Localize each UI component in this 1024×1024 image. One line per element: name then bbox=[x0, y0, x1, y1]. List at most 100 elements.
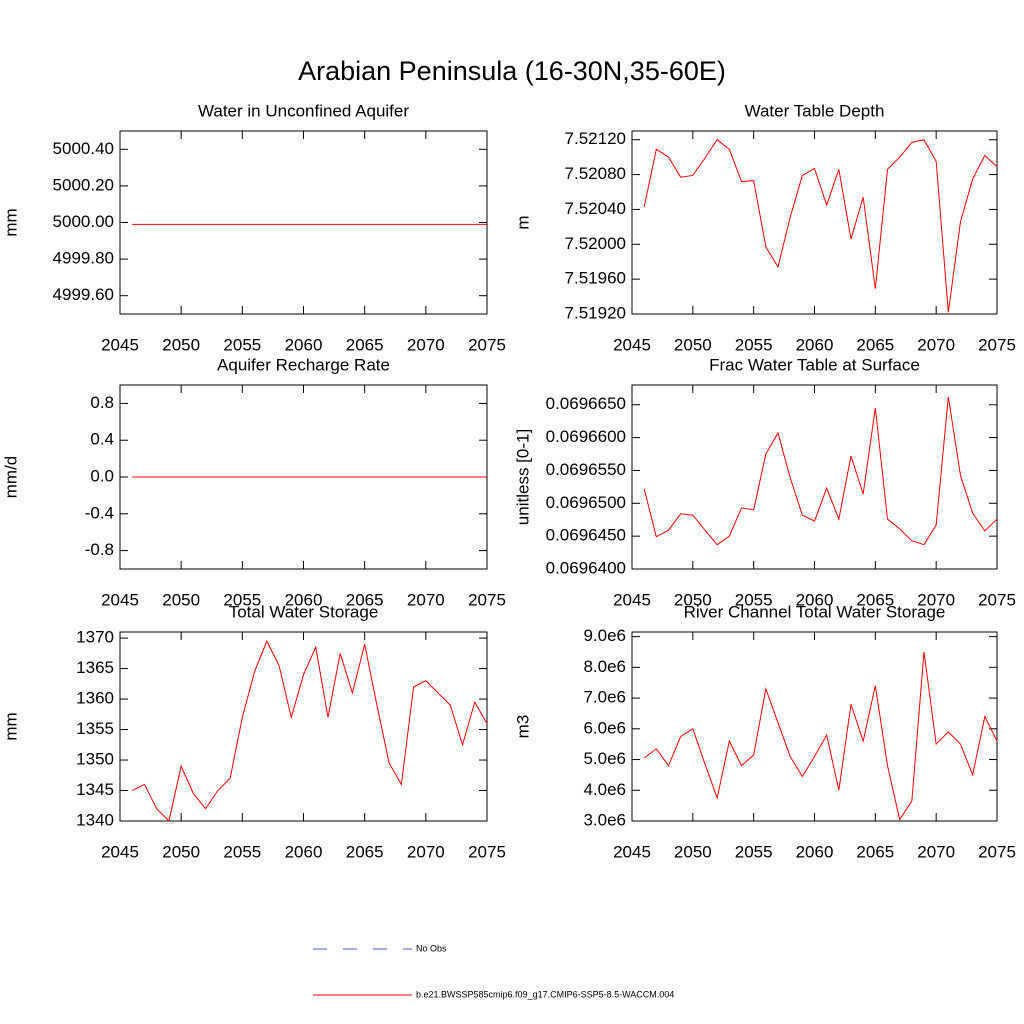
plot-frame bbox=[631, 384, 998, 570]
x-tick-label: 2045 bbox=[101, 590, 139, 609]
x-tick-label: 2065 bbox=[856, 842, 894, 861]
y-tick-label: 7.52080 bbox=[565, 164, 626, 183]
x-tick-label: 2075 bbox=[978, 842, 1016, 861]
x-tick-label: 2055 bbox=[735, 842, 773, 861]
y-tick-label: 0.0 bbox=[90, 466, 114, 485]
y-tick-label: 0.0696500 bbox=[546, 493, 626, 512]
legend-label: b.e21.BWSSP585cmip6.f09_g17.CMIP6-SSP5-8… bbox=[416, 989, 674, 999]
data-line bbox=[643, 138, 998, 313]
x-tick-label: 2075 bbox=[978, 335, 1016, 354]
y-tick-label: -0.4 bbox=[85, 503, 114, 522]
y-tick-label: 0.4 bbox=[90, 430, 114, 449]
x-tick-label: 2055 bbox=[223, 842, 261, 861]
x-tick-label: 2060 bbox=[285, 335, 323, 354]
x-tick-label: 2070 bbox=[917, 842, 955, 861]
y-tick-label: 7.52000 bbox=[565, 234, 626, 253]
y-tick-label: 1345 bbox=[76, 780, 114, 799]
figure-title: Arabian Peninsula (16-30N,35-60E) bbox=[298, 56, 726, 86]
x-tick-label: 2070 bbox=[407, 590, 445, 609]
legend-label: No Obs bbox=[416, 943, 447, 953]
y-tick-label: 1360 bbox=[76, 689, 114, 708]
x-tick-label: 2070 bbox=[407, 335, 445, 354]
y-tick-label: 7.51960 bbox=[565, 269, 626, 288]
x-tick-label: 2075 bbox=[978, 590, 1016, 609]
y-tick-label: -0.8 bbox=[85, 540, 114, 559]
y-tick-label: 0.0696550 bbox=[546, 460, 626, 479]
x-tick-label: 2060 bbox=[285, 842, 323, 861]
y-tick-label: 0.0696650 bbox=[546, 394, 626, 413]
data-line bbox=[643, 651, 998, 821]
y-axis-label: mm bbox=[1, 208, 20, 236]
plot-frame bbox=[119, 130, 488, 315]
x-tick-label: 2065 bbox=[856, 590, 894, 609]
y-tick-label: 8.0e6 bbox=[583, 657, 626, 676]
y-tick-label: 1350 bbox=[76, 750, 114, 769]
x-tick-label: 2060 bbox=[796, 335, 834, 354]
panel-title: Water Table Depth bbox=[745, 101, 885, 120]
x-tick-label: 2070 bbox=[917, 590, 955, 609]
x-tick-label: 2075 bbox=[468, 590, 506, 609]
y-tick-label: 4.0e6 bbox=[583, 780, 626, 799]
y-tick-label: 4999.80 bbox=[53, 249, 114, 268]
panel-title: Total Water Storage bbox=[229, 602, 379, 621]
y-tick-label: 0.0696450 bbox=[546, 526, 626, 545]
y-tick-label: 7.52040 bbox=[565, 199, 626, 218]
x-tick-label: 2045 bbox=[613, 590, 651, 609]
y-tick-label: 7.0e6 bbox=[583, 688, 626, 707]
plot-frame bbox=[631, 631, 998, 822]
y-tick-label: 5.0e6 bbox=[583, 749, 626, 768]
x-tick-label: 2075 bbox=[468, 335, 506, 354]
x-tick-label: 2065 bbox=[346, 335, 384, 354]
y-tick-label: 0.0696600 bbox=[546, 427, 626, 446]
x-tick-label: 2045 bbox=[101, 842, 139, 861]
y-tick-label: 7.52120 bbox=[565, 129, 626, 148]
x-tick-label: 2045 bbox=[613, 842, 651, 861]
y-tick-label: 1355 bbox=[76, 719, 114, 738]
x-tick-label: 2050 bbox=[674, 842, 712, 861]
x-tick-label: 2060 bbox=[796, 590, 834, 609]
x-tick-label: 2065 bbox=[346, 590, 384, 609]
panel-title: Aquifer Recharge Rate bbox=[217, 355, 390, 374]
y-axis-label: unitless [0-1] bbox=[513, 429, 532, 525]
x-tick-label: 2055 bbox=[735, 590, 773, 609]
x-tick-label: 2050 bbox=[162, 335, 200, 354]
x-tick-label: 2065 bbox=[346, 842, 384, 861]
y-tick-label: 5000.40 bbox=[53, 139, 114, 158]
x-tick-label: 2055 bbox=[223, 335, 261, 354]
y-tick-label: 1365 bbox=[76, 658, 114, 677]
x-tick-label: 2055 bbox=[223, 590, 261, 609]
y-tick-label: 7.51920 bbox=[565, 303, 626, 322]
y-tick-label: 3.0e6 bbox=[583, 810, 626, 829]
panel-title: Frac Water Table at Surface bbox=[709, 355, 920, 374]
y-tick-label: 4999.60 bbox=[53, 285, 114, 304]
x-tick-label: 2045 bbox=[613, 335, 651, 354]
x-tick-label: 2050 bbox=[674, 335, 712, 354]
y-axis-label: mm/d bbox=[1, 456, 20, 499]
x-tick-label: 2050 bbox=[674, 590, 712, 609]
x-tick-label: 2060 bbox=[285, 590, 323, 609]
x-tick-label: 2075 bbox=[468, 842, 506, 861]
y-tick-label: 1340 bbox=[76, 810, 114, 829]
x-tick-label: 2070 bbox=[407, 842, 445, 861]
x-tick-label: 2060 bbox=[796, 842, 834, 861]
y-tick-label: 6.0e6 bbox=[583, 718, 626, 737]
x-tick-label: 2045 bbox=[101, 335, 139, 354]
y-axis-label: m bbox=[513, 215, 532, 229]
x-tick-label: 2050 bbox=[162, 590, 200, 609]
x-tick-label: 2050 bbox=[162, 842, 200, 861]
data-line bbox=[132, 639, 488, 822]
panel-title: Water in Unconfined Aquifer bbox=[198, 101, 409, 120]
y-tick-label: 5000.20 bbox=[53, 175, 114, 194]
data-line bbox=[643, 396, 998, 546]
y-axis-label: mm bbox=[1, 712, 20, 740]
y-tick-label: 9.0e6 bbox=[583, 626, 626, 645]
y-tick-label: 5000.00 bbox=[53, 212, 114, 231]
y-tick-label: 0.0696400 bbox=[546, 558, 626, 577]
plot-frame bbox=[631, 130, 998, 315]
x-tick-label: 2070 bbox=[917, 335, 955, 354]
y-tick-label: 1370 bbox=[76, 628, 114, 647]
y-tick-label: 0.8 bbox=[90, 393, 114, 412]
x-tick-label: 2055 bbox=[735, 335, 773, 354]
x-tick-label: 2065 bbox=[856, 335, 894, 354]
